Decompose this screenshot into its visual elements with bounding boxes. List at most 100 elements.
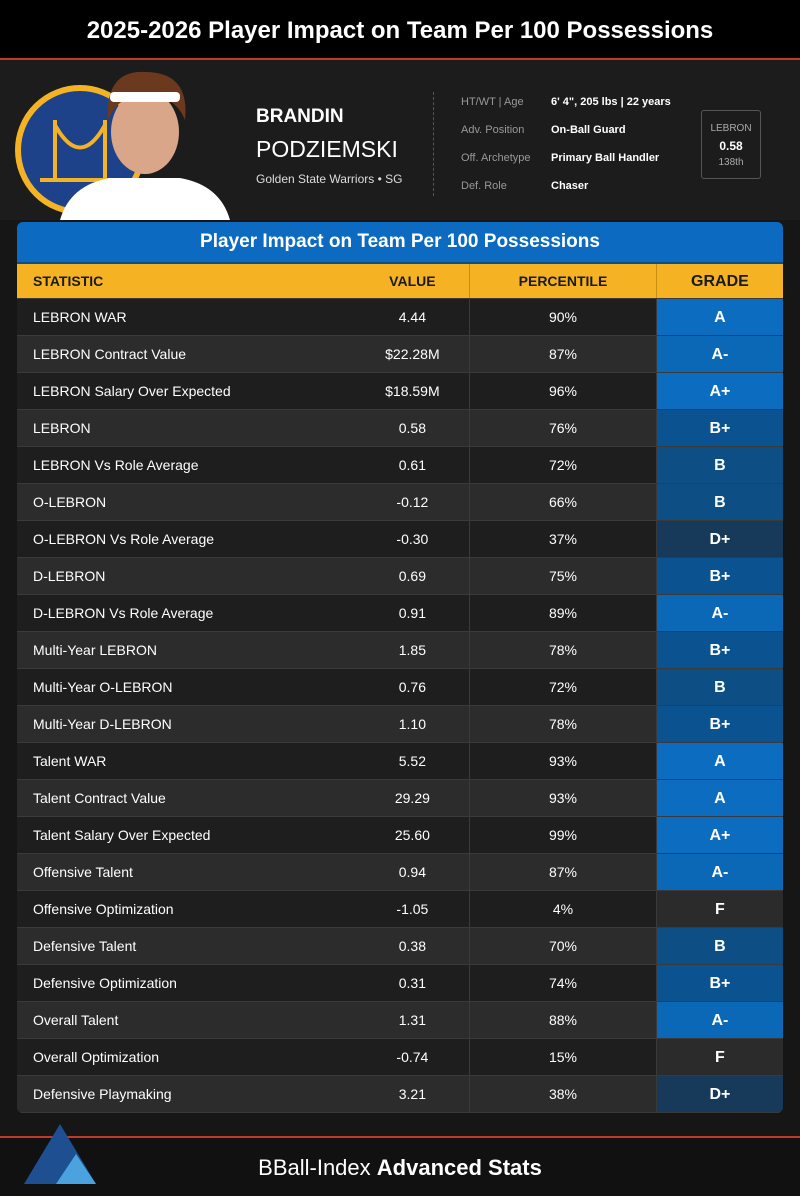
stat-name: O-LEBRON [33, 494, 107, 510]
table-row: LEBRON Contract Value $22.28M 87% A- [17, 336, 783, 373]
stat-name: Talent Contract Value [33, 790, 166, 806]
stat-percentile: 87% [470, 336, 657, 372]
stat-value: -0.74 [356, 1039, 471, 1075]
stat-name: Talent WAR [33, 753, 107, 769]
stat-grade: A- [656, 595, 783, 631]
stat-grade: A+ [656, 373, 783, 409]
stat-value: 1.10 [356, 706, 471, 742]
table-row: LEBRON 0.58 76% B+ [17, 410, 783, 447]
stat-value: -0.12 [356, 484, 471, 520]
stat-value: 29.29 [356, 780, 471, 816]
table-row: Offensive Talent 0.94 87% A- [17, 854, 783, 891]
stat-percentile: 72% [470, 447, 657, 483]
table-row: Multi-Year O-LEBRON 0.76 72% B [17, 669, 783, 706]
table-row: Overall Talent 1.31 88% A- [17, 1002, 783, 1039]
stat-percentile: 93% [470, 743, 657, 779]
page-title: 2025-2026 Player Impact on Team Per 100 … [0, 0, 800, 60]
table-row: LEBRON Vs Role Average 0.61 72% B [17, 447, 783, 484]
stat-value: 0.69 [356, 558, 471, 594]
stat-value: 0.61 [356, 447, 471, 483]
stat-percentile: 90% [470, 299, 657, 335]
stat-percentile: 38% [470, 1076, 657, 1112]
table-row: Talent WAR 5.52 93% A [17, 743, 783, 780]
stat-name: LEBRON WAR [33, 309, 127, 325]
divider [433, 92, 434, 196]
stat-percentile: 74% [470, 965, 657, 1001]
stat-name: Overall Optimization [33, 1049, 160, 1065]
table-row: Talent Contract Value 29.29 93% A [17, 780, 783, 817]
stat-name: Offensive Talent [33, 864, 133, 880]
stat-grade: A+ [656, 817, 783, 853]
stat-grade: A [656, 743, 783, 779]
stat-percentile: 4% [470, 891, 657, 927]
table-body: STATISTIC VALUE PERCENTILE GRADE LEBRON WAR 4… [17, 264, 783, 1113]
stats-table: Player Impact on Team Per 100 Possession… [17, 222, 783, 1113]
stat-grade: B+ [656, 706, 783, 742]
stat-percentile: 72% [470, 669, 657, 705]
column-header: PERCENTILE [470, 264, 657, 298]
stat-percentile: 15% [470, 1039, 657, 1075]
table-title: Player Impact on Team Per 100 Possession… [17, 222, 783, 264]
stat-percentile: 66% [470, 484, 657, 520]
stat-grade: B+ [656, 965, 783, 1001]
stat-percentile: 76% [470, 410, 657, 446]
info-value: 6' 4", 205 lbs | 22 years [551, 96, 671, 108]
table-row: Defensive Optimization 0.31 74% B+ [17, 965, 783, 1002]
stat-name: LEBRON Vs Role Average [33, 457, 199, 473]
table-row: LEBRON Salary Over Expected $18.59M 96% A+ [17, 373, 783, 410]
player-jersey [60, 178, 230, 220]
stat-value: 0.94 [356, 854, 471, 890]
info-value: Chaser [551, 180, 589, 192]
stat-name: D-LEBRON Vs Role Average [33, 605, 214, 621]
stat-grade: B [656, 484, 783, 520]
column-header: VALUE [356, 264, 471, 298]
footer-tagline: Advanced Stats [376, 1155, 542, 1180]
player-art [15, 71, 230, 220]
last-name: PODZIEMSKI [256, 136, 398, 162]
stat-grade: A- [656, 854, 783, 890]
stat-percentile: 37% [470, 521, 657, 557]
team-line: Golden State Warriors • SG [256, 172, 403, 186]
stat-value: $18.59M [356, 373, 471, 409]
table-row: Offensive Optimization -1.05 4% F [17, 891, 783, 928]
table-row: O-LEBRON Vs Role Average -0.30 37% D+ [17, 521, 783, 558]
stat-percentile: 99% [470, 817, 657, 853]
info-label: HT/WT | Age [461, 96, 524, 108]
stat-value: 0.38 [356, 928, 471, 964]
badge-value: 0.58 [719, 139, 743, 153]
player-header: BRANDIN PODZIEMSKI Golden State Warriors… [0, 60, 800, 220]
headband [110, 92, 180, 102]
info-label: Adv. Position [461, 124, 525, 136]
stat-percentile: 89% [470, 595, 657, 631]
stat-name: LEBRON Contract Value [33, 346, 187, 362]
stat-value: 5.52 [356, 743, 471, 779]
stat-grade: A [656, 299, 783, 335]
stat-percentile: 78% [470, 706, 657, 742]
lebron-badge: LEBRON 0.58 138th [701, 110, 761, 179]
footer: BBall-Index Advanced Stats [0, 1124, 800, 1196]
column-header-row: STATISTIC VALUE PERCENTILE GRADE [17, 264, 783, 299]
stat-percentile: 88% [470, 1002, 657, 1038]
stat-name: LEBRON Salary Over Expected [33, 383, 231, 399]
stat-grade: D+ [656, 521, 783, 557]
stat-value: 0.76 [356, 669, 471, 705]
stat-grade: D+ [656, 1076, 783, 1112]
stat-value: 25.60 [356, 817, 471, 853]
stat-percentile: 75% [470, 558, 657, 594]
stat-name: D-LEBRON [33, 568, 106, 584]
table-row: Defensive Playmaking 3.21 38% D+ [17, 1076, 783, 1113]
column-header: GRADE [691, 273, 749, 290]
stat-name: Overall Talent [33, 1012, 119, 1028]
logo-bridge [40, 120, 120, 182]
stat-grade: A [656, 780, 783, 816]
stat-name: Talent Salary Over Expected [33, 827, 211, 843]
stat-value: 0.58 [356, 410, 471, 446]
badge-label: LEBRON [710, 123, 752, 134]
player-face [111, 90, 179, 174]
stat-value: 1.85 [356, 632, 471, 668]
table-row: D-LEBRON Vs Role Average 0.91 89% A- [17, 595, 783, 632]
column-header: STATISTIC [33, 273, 104, 289]
stat-grade: A- [656, 1002, 783, 1038]
stat-name: O-LEBRON Vs Role Average [33, 531, 215, 547]
stat-grade: B [656, 669, 783, 705]
